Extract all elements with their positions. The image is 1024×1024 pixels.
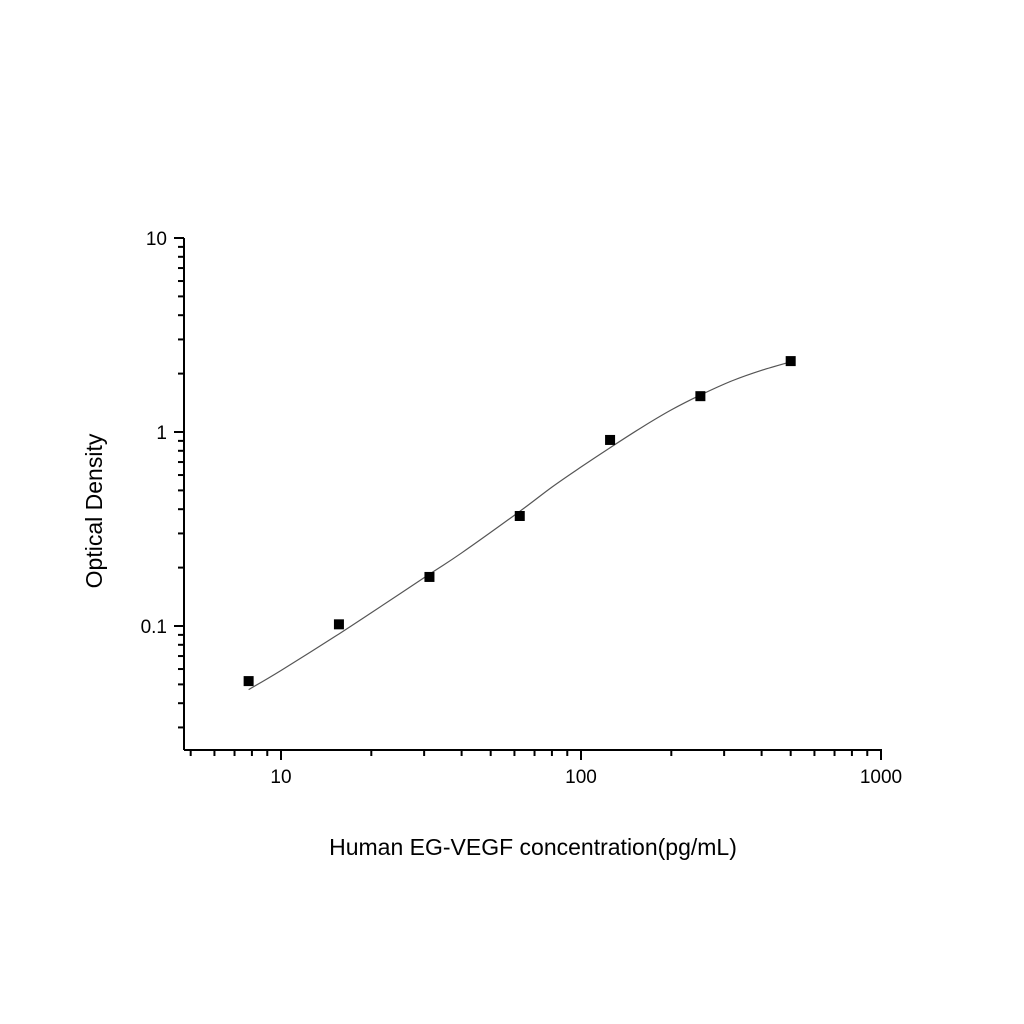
data-point-marker [785, 356, 796, 367]
x-tick-label: 100 [565, 767, 597, 788]
x-axis-title: Human EG-VEGF concentration(pg/mL) [329, 834, 737, 860]
data-point-marker [333, 619, 344, 630]
y-tick-label: 0.1 [141, 617, 167, 638]
data-point-marker [424, 571, 435, 582]
data-point-marker [243, 676, 254, 687]
x-tick-label: 1000 [860, 767, 902, 788]
y-axis: 0.1 1 10 [141, 229, 185, 750]
y-axis-title: Optical Density [81, 433, 107, 588]
y-tick-label: 1 [156, 423, 167, 444]
data-point-marker [605, 434, 616, 445]
x-tick-label: 10 [270, 767, 291, 788]
data-point-marker [514, 510, 525, 521]
y-tick-label: 10 [146, 229, 167, 250]
fit-curve [248, 361, 791, 691]
data-point-marker [695, 391, 706, 402]
x-axis: 10 100 1000 [184, 749, 902, 788]
plot-area [243, 356, 796, 691]
